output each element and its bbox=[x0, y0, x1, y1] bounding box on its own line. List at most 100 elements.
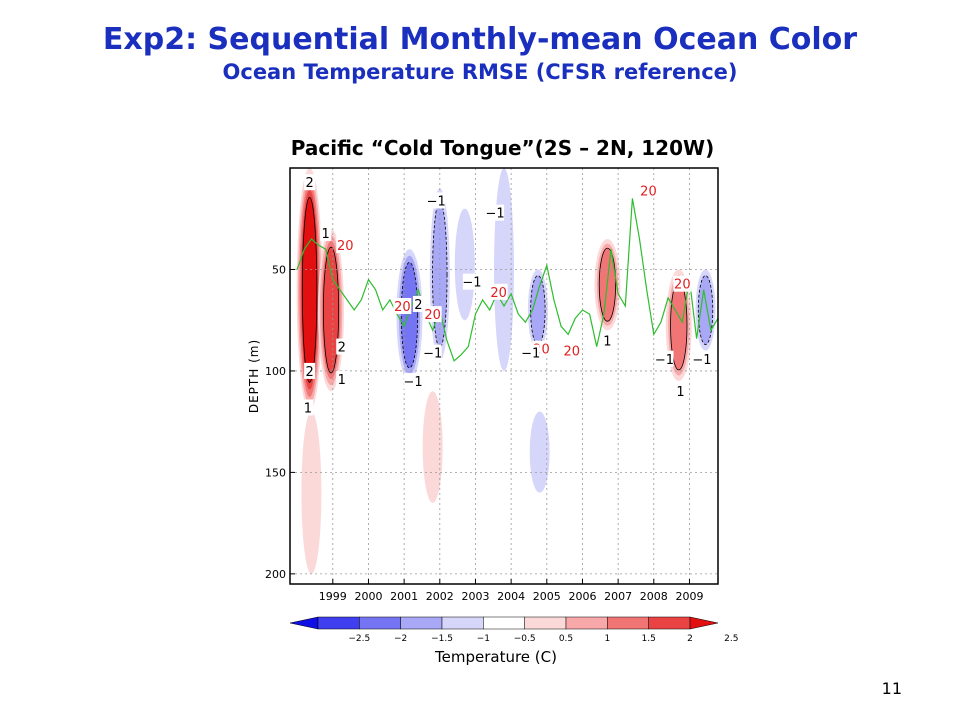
svg-text:2: 2 bbox=[338, 341, 346, 356]
isotherm-20-line bbox=[296, 198, 718, 362]
colorbar-swatch bbox=[289, 616, 319, 630]
x-tick-label: 1999 bbox=[319, 590, 347, 603]
svg-text:1: 1 bbox=[304, 401, 312, 416]
anomaly-cell bbox=[422, 391, 443, 503]
svg-text:1: 1 bbox=[338, 373, 346, 388]
colorbar-swatch bbox=[317, 616, 360, 630]
x-tick-label: 2005 bbox=[533, 590, 561, 603]
contour-label: −1 bbox=[655, 350, 674, 368]
contour-label: 20 bbox=[673, 275, 692, 293]
slide-subtitle: Ocean Temperature RMSE (CFSR reference) bbox=[222, 60, 738, 84]
contour-label: −1 bbox=[692, 350, 712, 368]
page-number: 11 bbox=[881, 679, 902, 698]
svg-text:1: 1 bbox=[676, 385, 684, 400]
colorbar-tick-label: 2 bbox=[687, 634, 693, 644]
contour-label: 1 bbox=[601, 332, 613, 349]
x-tick-label: 2000 bbox=[354, 590, 382, 603]
contour-label: −1 bbox=[462, 273, 481, 291]
anomaly-cell bbox=[301, 411, 322, 574]
x-tick-label: 2004 bbox=[497, 590, 525, 603]
contour-label: 20 bbox=[393, 297, 412, 315]
contour-label: 1 bbox=[336, 371, 348, 388]
colorbar-swatch bbox=[689, 616, 719, 630]
x-tick-label: 2002 bbox=[426, 590, 454, 603]
svg-text:20: 20 bbox=[674, 278, 691, 293]
svg-text:2: 2 bbox=[305, 365, 313, 380]
anomaly-cell bbox=[697, 275, 714, 345]
colorbar-tick-label: 1.5 bbox=[642, 634, 656, 644]
colorbar-swatch bbox=[565, 616, 608, 630]
x-tick-label: 2009 bbox=[675, 590, 703, 603]
contour-label: −1 bbox=[403, 373, 423, 390]
svg-text:20: 20 bbox=[394, 300, 411, 315]
contour-label: 2 bbox=[336, 338, 348, 356]
contour-label: 20 bbox=[639, 182, 658, 199]
svg-text:−1: −1 bbox=[427, 194, 446, 209]
x-tick-label: 2003 bbox=[461, 590, 489, 603]
y-tick-label: 50 bbox=[272, 263, 286, 276]
colorbar-tick-label: −2 bbox=[394, 634, 407, 644]
plot-frame bbox=[289, 167, 719, 585]
slide-title: Exp2: Sequential Monthly-mean Ocean Colo… bbox=[102, 22, 858, 57]
svg-text:−1: −1 bbox=[655, 353, 674, 368]
anomaly-cell bbox=[454, 208, 475, 321]
contour-label: 2 bbox=[412, 295, 424, 313]
svg-text:−1: −1 bbox=[521, 347, 540, 362]
contour-label: 20 bbox=[336, 237, 355, 254]
contour-label: −1 bbox=[485, 204, 505, 222]
anomaly-cell bbox=[301, 196, 318, 383]
colorbar-tick-label: 1 bbox=[604, 634, 610, 644]
contour-label: 2 bbox=[304, 174, 316, 191]
colorbar-swatch bbox=[607, 616, 649, 630]
x-tick-label: 2007 bbox=[604, 590, 632, 603]
anomaly-cell bbox=[322, 246, 340, 374]
contour-label: 1 bbox=[302, 399, 314, 416]
contour-label: 20 bbox=[423, 306, 442, 323]
colorbar-swatch bbox=[648, 616, 691, 630]
svg-text:1: 1 bbox=[603, 334, 611, 349]
colorbar-swatch bbox=[359, 616, 401, 630]
colorbar-swatch bbox=[524, 616, 567, 630]
chart-title: Pacific “Cold Tongue”(2S – 2N, 120W) bbox=[290, 136, 715, 160]
contour-label: 20 bbox=[489, 283, 508, 301]
colorbar-tick-label: −1 bbox=[477, 634, 490, 644]
svg-text:2: 2 bbox=[305, 176, 313, 191]
svg-text:−1: −1 bbox=[462, 276, 481, 291]
contour-label: 1 bbox=[320, 224, 332, 242]
colorbar-tick-label: 0.5 bbox=[559, 634, 573, 644]
colorbar-swatch bbox=[400, 616, 443, 630]
svg-text:−1: −1 bbox=[485, 207, 504, 222]
svg-text:1: 1 bbox=[322, 227, 330, 242]
colorbar-tick-label: −0.5 bbox=[514, 634, 536, 644]
anomaly-cell bbox=[529, 411, 550, 493]
y-axis-label: DEPTH (m) bbox=[247, 339, 261, 413]
x-tick-label: 2006 bbox=[568, 590, 596, 603]
x-tick-label: 2008 bbox=[640, 590, 668, 603]
colorbar-label: Temperature (C) bbox=[435, 648, 557, 666]
contour-label: 20 bbox=[562, 342, 581, 360]
contour-label: −1 bbox=[427, 192, 446, 209]
svg-text:20: 20 bbox=[640, 184, 657, 199]
svg-text:20: 20 bbox=[563, 345, 580, 360]
y-tick-label: 200 bbox=[265, 568, 286, 581]
contour-label: −1 bbox=[521, 344, 540, 362]
svg-text:−1: −1 bbox=[692, 353, 711, 368]
colorbar-swatch bbox=[483, 616, 525, 630]
y-tick-label: 150 bbox=[265, 466, 286, 479]
svg-text:20: 20 bbox=[337, 239, 354, 254]
colorbar-tick-label: 2.5 bbox=[724, 634, 738, 644]
colorbar-swatch bbox=[441, 616, 484, 630]
x-tick-label: 2001 bbox=[390, 590, 418, 603]
svg-text:−1: −1 bbox=[403, 375, 422, 390]
colorbar-tick-label: −1.5 bbox=[431, 634, 453, 644]
svg-text:−1: −1 bbox=[423, 347, 442, 362]
anomaly-cell bbox=[400, 261, 419, 369]
contour-label: 1 bbox=[675, 383, 687, 400]
y-tick-label: 100 bbox=[265, 365, 286, 378]
contour-label: −1 bbox=[423, 344, 442, 362]
svg-text:2: 2 bbox=[414, 298, 422, 313]
colorbar-tick-label: −2.5 bbox=[348, 634, 370, 644]
svg-text:20: 20 bbox=[490, 286, 507, 301]
contour-label: 2 bbox=[304, 362, 316, 380]
